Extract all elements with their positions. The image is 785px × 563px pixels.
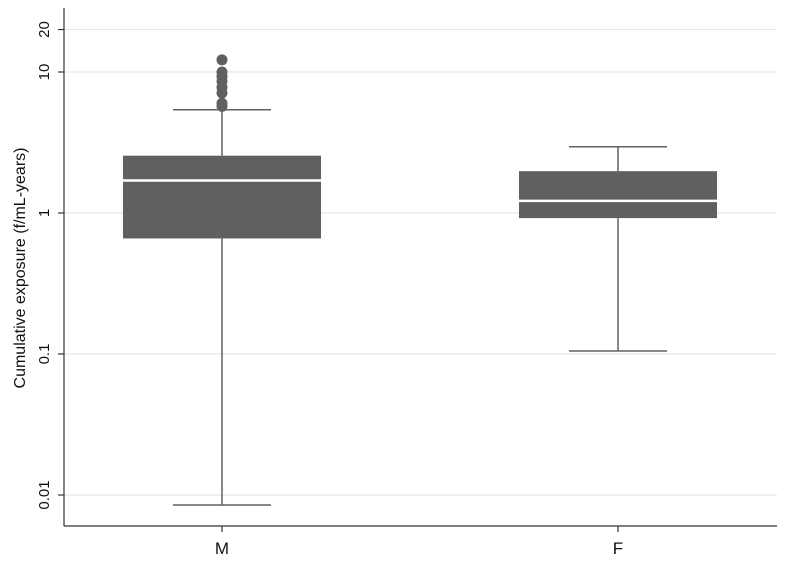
x-tick-label: M [215, 539, 229, 558]
y-tick-label: 20 [36, 21, 53, 38]
y-tick-label: 10 [36, 64, 53, 81]
y-axis-title: Cumulative exposure (f/mL-years) [12, 148, 29, 389]
y-ticks: 0.01 0.1 1 10 20 [36, 21, 64, 510]
gridlines [64, 28, 777, 496]
outlier-point [216, 66, 228, 78]
box-plot-series [123, 54, 717, 506]
y-tick-label: 0.01 [36, 480, 53, 509]
iqr-box [123, 155, 321, 239]
y-tick-label: 0.1 [36, 344, 53, 365]
x-tick-label: F [613, 539, 623, 558]
y-tick-label: 1 [36, 209, 53, 217]
outlier-point [216, 54, 228, 66]
axes [63, 8, 777, 527]
outlier-point [216, 97, 228, 109]
iqr-box [519, 171, 717, 219]
